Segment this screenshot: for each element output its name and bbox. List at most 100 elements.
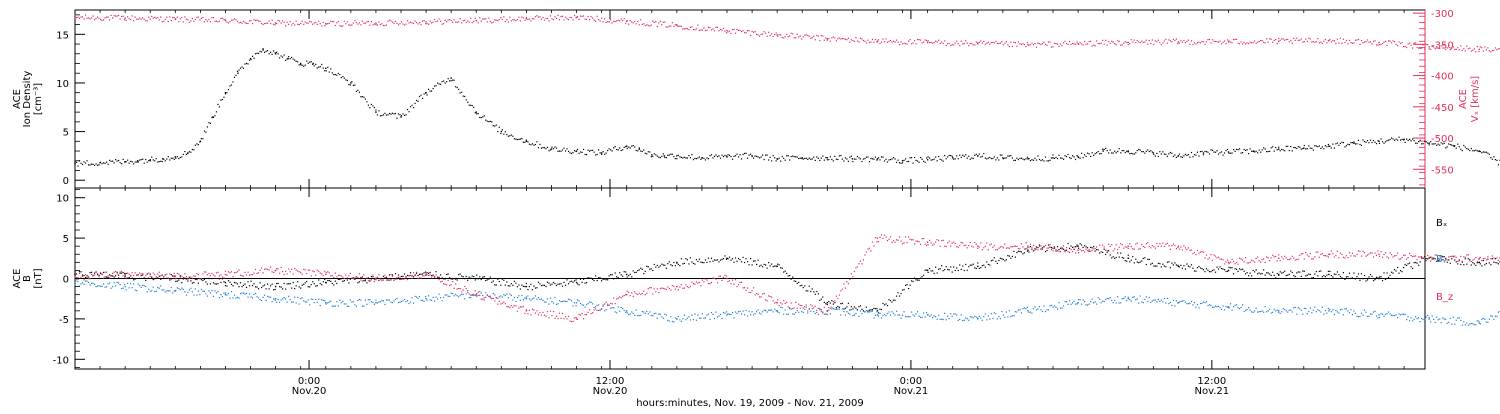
vx-dot — [771, 33, 772, 34]
vx-dot — [595, 21, 596, 22]
density-dot — [353, 85, 354, 86]
density-dot — [758, 156, 759, 157]
density-dot — [1340, 143, 1341, 144]
vx-dot — [603, 21, 604, 22]
vx-dot — [1177, 43, 1178, 44]
density-dot — [500, 133, 501, 134]
density-dot — [240, 68, 241, 69]
vx-dot — [356, 22, 357, 23]
vx-dot — [189, 22, 190, 23]
density-dot — [499, 127, 500, 128]
vx-dot — [1189, 44, 1190, 45]
vx-dot — [240, 22, 241, 23]
density-dot — [739, 154, 740, 155]
vx-dot — [547, 18, 548, 19]
vx-dot — [1069, 41, 1070, 42]
vx-dot — [1248, 43, 1249, 44]
density-dot — [684, 157, 685, 158]
vx-dot — [308, 22, 309, 23]
density-dot — [733, 156, 734, 157]
density-dot — [788, 155, 789, 156]
vx-dot — [1411, 45, 1412, 46]
vx-dot — [258, 20, 259, 21]
vx-dot — [243, 21, 244, 22]
density-dot — [511, 134, 512, 135]
density-dot — [466, 99, 467, 100]
density-dot — [867, 156, 868, 157]
vx-dot — [490, 21, 491, 22]
vx-dot — [433, 22, 434, 23]
density-dot — [1310, 148, 1311, 149]
vx-dot — [1353, 42, 1354, 43]
vx-dot — [902, 43, 903, 44]
density-dot — [111, 161, 112, 162]
density-dot — [1213, 151, 1214, 152]
vx-dot — [1456, 49, 1457, 50]
density-dot — [1132, 153, 1133, 154]
density-dot — [1131, 153, 1132, 154]
vx-dot — [968, 45, 969, 46]
density-dot — [487, 121, 488, 122]
vx-point — [726, 30, 727, 31]
density-dot — [204, 130, 205, 131]
vx-dot — [1161, 44, 1162, 45]
vx-dot — [1111, 41, 1112, 42]
vx-dot — [366, 21, 367, 22]
vx-dot — [1349, 40, 1350, 41]
vx-dot — [1080, 42, 1081, 43]
density-dot — [1287, 146, 1288, 147]
density-dot — [354, 84, 355, 85]
vx-dot — [106, 16, 107, 17]
vx-dot — [484, 18, 485, 19]
density-dot — [408, 111, 409, 112]
vx-dot — [183, 21, 184, 22]
vx-dot — [876, 41, 877, 42]
vx-dot — [1128, 44, 1129, 45]
vx-dot — [208, 19, 209, 20]
density-dot — [649, 151, 650, 152]
vx-dot — [463, 20, 464, 21]
vx-dot — [711, 29, 712, 30]
vx-dot — [792, 33, 793, 34]
density-dot — [1155, 156, 1156, 157]
density-dot — [1182, 157, 1183, 158]
vx-dot — [478, 22, 479, 23]
density-dot — [282, 56, 283, 57]
density-dot — [273, 50, 274, 51]
density-dot — [554, 146, 555, 147]
vx-dot — [1194, 42, 1195, 43]
vx-dot — [320, 23, 321, 24]
density-dot — [718, 155, 719, 156]
vx-dot — [827, 40, 828, 41]
density-dot — [448, 78, 449, 79]
vx-dot — [1376, 44, 1377, 45]
vx-dot — [1159, 42, 1160, 43]
density-dot — [1371, 142, 1372, 143]
density-dot — [303, 66, 304, 67]
density-dot — [727, 154, 728, 155]
density-dot — [756, 156, 757, 157]
density-dot — [524, 142, 525, 143]
density-dot — [1414, 140, 1415, 141]
density-dot — [469, 105, 470, 106]
vx-dot — [130, 19, 131, 20]
density-dot — [160, 161, 161, 162]
vx-dot — [359, 22, 360, 23]
density-dot — [652, 156, 653, 157]
density-dot — [1102, 149, 1103, 150]
density-dot — [616, 149, 617, 150]
vx-dot — [171, 20, 172, 21]
density-dot — [1424, 141, 1425, 142]
density-point — [1353, 143, 1354, 144]
density-dot — [470, 105, 471, 106]
vx-dot — [1098, 43, 1099, 44]
vx-dot — [751, 31, 752, 32]
density-dot — [1478, 151, 1479, 152]
vx-dot — [559, 19, 560, 20]
vx-dot — [1242, 43, 1243, 44]
density-dot — [1484, 152, 1485, 153]
vx-dot — [813, 36, 814, 37]
vx-dot — [1055, 43, 1056, 44]
vx-dot — [758, 34, 759, 35]
density-dot — [786, 155, 787, 156]
